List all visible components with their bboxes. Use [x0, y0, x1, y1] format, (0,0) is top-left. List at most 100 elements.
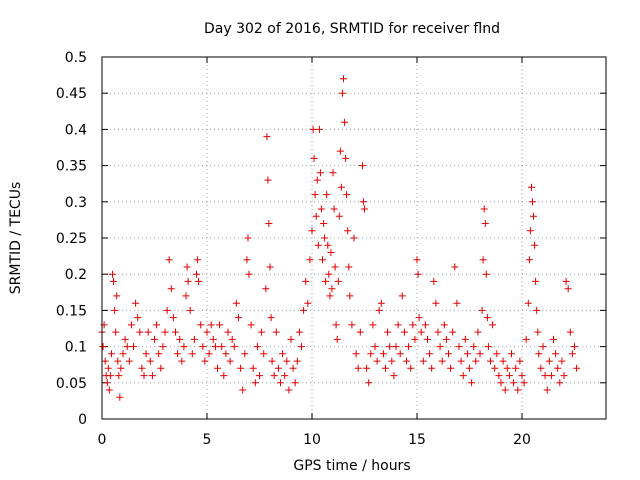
data-point [159, 343, 167, 351]
data-point [295, 328, 303, 336]
data-point [132, 299, 140, 307]
data-point [313, 176, 321, 184]
data-point [188, 350, 196, 358]
data-point [256, 372, 263, 380]
data-point [489, 321, 497, 329]
data-point [274, 364, 282, 372]
data-point [285, 386, 293, 394]
data-point [289, 364, 297, 372]
data-point [529, 198, 536, 206]
data-point [298, 343, 305, 351]
data-point [428, 364, 436, 372]
data-point [277, 379, 284, 387]
data-point [244, 234, 252, 242]
data-point [461, 335, 469, 343]
data-point [117, 364, 125, 372]
data-point [510, 379, 518, 387]
data-point [161, 328, 169, 336]
data-point [495, 372, 503, 380]
data-point [110, 277, 117, 285]
data-point [342, 154, 350, 162]
data-point [442, 335, 450, 343]
x-tick-label: 5 [203, 432, 212, 448]
data-point [474, 328, 482, 336]
data-point [142, 350, 150, 358]
data-point [176, 335, 184, 343]
data-point [186, 306, 194, 314]
data-point [320, 220, 328, 227]
data-point [165, 256, 173, 264]
data-point [337, 183, 345, 191]
data-point [262, 285, 270, 293]
data-point [478, 306, 486, 314]
data-point [194, 256, 202, 264]
y-tick-label: 0.1 [65, 340, 87, 356]
data-point [201, 357, 209, 365]
data-point [138, 364, 146, 372]
data-point [388, 357, 396, 365]
data-point [371, 343, 379, 351]
data-point [552, 350, 560, 358]
data-point [304, 299, 312, 307]
y-tick-labels: 0 0.05 0.1 0.15 0.2 0.25 0.3 0.35 0.4 0.45 0.5 [56, 50, 87, 428]
data-point [358, 162, 366, 170]
data-point [526, 227, 534, 235]
y-tick-label: 0.15 [56, 303, 87, 319]
data-point [499, 357, 507, 365]
data-point [379, 350, 387, 358]
data-point [505, 372, 513, 380]
data-point [327, 249, 335, 256]
data-point [491, 364, 499, 372]
data-point [287, 335, 295, 343]
data-point [169, 314, 177, 322]
data-point [205, 350, 213, 358]
data-point [508, 350, 515, 358]
data-point [148, 372, 156, 380]
data-point [407, 364, 415, 372]
data-point [211, 343, 219, 351]
data-point [472, 357, 480, 365]
y-axis-label: SRMTID / TECUs [8, 182, 24, 295]
data-point [279, 350, 287, 358]
data-point [484, 343, 492, 351]
data-point [535, 350, 543, 358]
data-point [140, 372, 148, 380]
data-point [528, 183, 535, 191]
data-point [207, 321, 215, 329]
data-point [524, 299, 532, 307]
data-point [414, 270, 422, 278]
data-point [424, 335, 431, 343]
data-point [338, 89, 346, 97]
data-point [566, 328, 574, 336]
data-point [415, 314, 423, 322]
data-point [115, 372, 123, 380]
data-point [560, 372, 568, 380]
data-point [121, 335, 129, 343]
data-point [348, 321, 356, 329]
data-point [99, 343, 107, 351]
data-point [266, 263, 274, 271]
data-point [251, 379, 259, 387]
y-tick-label: 0.05 [56, 376, 87, 392]
y-tick-label: 0.35 [56, 159, 87, 175]
data-point [258, 328, 266, 336]
x-tick-labels: 0 5 10 15 20 [98, 432, 531, 448]
data-point [180, 343, 188, 351]
data-point [392, 343, 400, 351]
data-point [228, 335, 236, 343]
data-point [260, 350, 268, 358]
data-point [216, 321, 224, 329]
data-point [114, 357, 122, 365]
data-point [302, 277, 310, 285]
data-point [533, 306, 541, 314]
data-point [518, 372, 526, 380]
data-point [487, 357, 494, 365]
data-point [321, 234, 329, 242]
data-point [151, 335, 158, 343]
data-point [332, 321, 340, 329]
data-point [263, 133, 271, 141]
data-point [335, 212, 343, 220]
data-point [409, 321, 417, 329]
x-tick-label: 0 [98, 432, 107, 448]
data-point [430, 277, 438, 285]
